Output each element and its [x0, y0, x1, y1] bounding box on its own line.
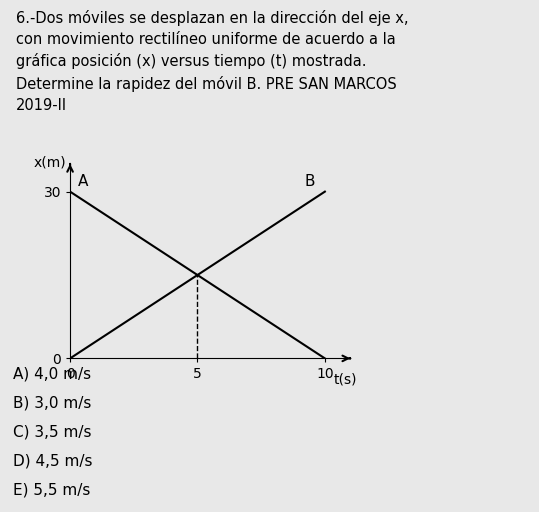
Text: x(m): x(m)	[33, 156, 66, 169]
Text: C) 3,5 m/s: C) 3,5 m/s	[13, 424, 92, 439]
Text: B) 3,0 m/s: B) 3,0 m/s	[13, 395, 92, 410]
Text: t(s): t(s)	[334, 372, 357, 386]
Text: D) 4,5 m/s: D) 4,5 m/s	[13, 454, 93, 468]
Text: 6.-Dos móviles se desplazan en la dirección del eje x,
con movimiento rectilíneo: 6.-Dos móviles se desplazan en la direcc…	[16, 10, 409, 113]
Text: B: B	[305, 174, 315, 189]
Text: E) 5,5 m/s: E) 5,5 m/s	[13, 483, 91, 498]
Text: A: A	[78, 174, 88, 189]
Text: A) 4,0 m/s: A) 4,0 m/s	[13, 366, 92, 381]
